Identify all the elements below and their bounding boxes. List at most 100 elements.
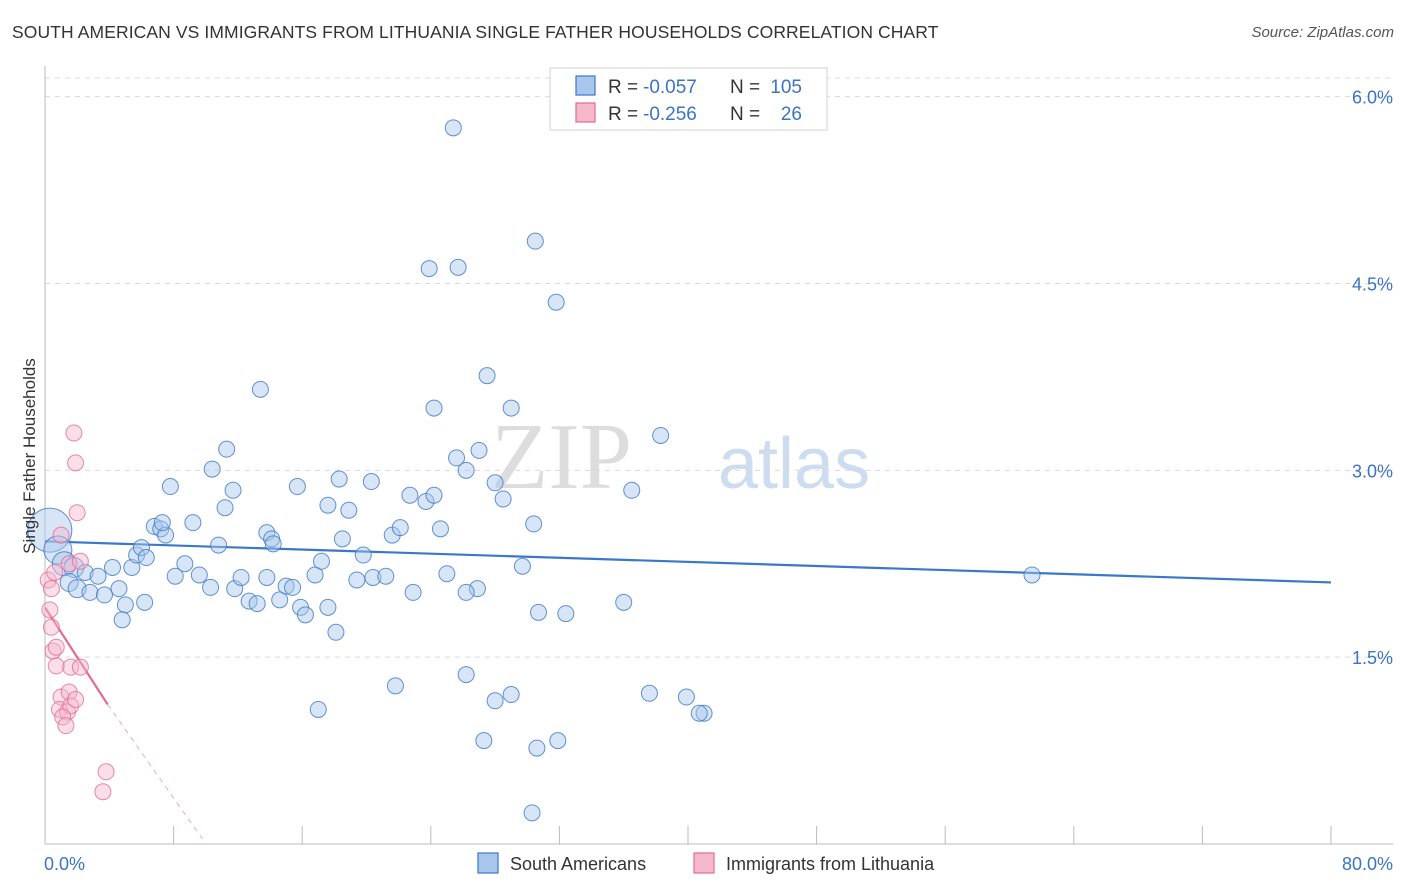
point-south-americans [354, 546, 372, 564]
point-south-americans [457, 461, 475, 479]
point-south-americans [449, 258, 467, 276]
point-south-americans [312, 552, 330, 570]
point-south-americans [502, 686, 520, 704]
point-south-americans [251, 380, 269, 398]
point-south-americans [340, 501, 358, 519]
point-south-americans [95, 586, 113, 604]
stats-r-value-2: -0.256 [643, 104, 697, 125]
point-south-americans [327, 623, 345, 641]
point-lithuania [47, 657, 65, 675]
point-south-americans [431, 520, 449, 538]
point-lithuania [68, 504, 86, 522]
point-lithuania [71, 552, 89, 570]
point-south-americans [640, 684, 658, 702]
point-lithuania [52, 526, 70, 544]
point-south-americans [288, 478, 306, 496]
watermark: ZIP atlas [491, 405, 870, 509]
grid-lines [45, 77, 1393, 658]
trend-lines [44, 540, 1332, 840]
y-tick-label: 3.0% [1352, 461, 1393, 481]
point-south-americans [224, 481, 242, 499]
point-south-americans [404, 583, 422, 601]
point-south-americans [530, 603, 548, 621]
point-south-americans [176, 555, 194, 573]
point-south-americans [132, 539, 150, 557]
point-south-americans [333, 530, 351, 548]
stats-n-label-1: N = [730, 77, 760, 98]
axis-ticks: 1.5% 3.0% 4.5% 6.0% 0.0% 80.0% [44, 88, 1393, 874]
point-south-americans [468, 580, 486, 598]
point-south-americans [615, 593, 633, 611]
point-south-americans [401, 486, 419, 504]
point-south-americans [218, 440, 236, 458]
x-tick-label: 0.0% [44, 854, 85, 874]
legend-label-lithuania: Immigrants from Lithuania [726, 854, 935, 874]
point-south-americans [444, 119, 462, 137]
point-south-americans [216, 499, 234, 517]
trend-line-south-americans [44, 540, 1332, 584]
stats-legend: R = -0.057 N = 105 R = -0.256 N = 26 [549, 67, 828, 131]
point-south-americans [76, 563, 94, 581]
data-points [27, 119, 1041, 822]
point-lithuania [94, 783, 112, 801]
point-south-americans [202, 578, 220, 596]
point-south-americans [695, 704, 713, 722]
point-south-americans [137, 549, 155, 567]
point-lithuania [67, 454, 85, 472]
point-south-americans [348, 571, 366, 589]
stats-n-value-2: 26 [781, 104, 802, 125]
stats-n-label-2: N = [730, 104, 760, 125]
point-south-americans [104, 558, 122, 576]
y-tick-label: 1.5% [1352, 648, 1393, 668]
point-lithuania [52, 688, 70, 706]
bottom-legend: South Americans Immigrants from Lithuani… [477, 852, 935, 874]
point-south-americans [523, 804, 541, 822]
legend-label-south-americans: South Americans [510, 854, 646, 874]
point-south-americans [277, 577, 295, 595]
point-south-americans [59, 572, 79, 592]
point-south-americans [184, 514, 202, 532]
point-south-americans [1023, 566, 1041, 584]
point-south-americans [425, 486, 443, 504]
axes [44, 66, 1393, 845]
point-south-americans [557, 605, 575, 623]
stats-swatch-blue [575, 75, 596, 96]
point-lithuania [71, 658, 89, 676]
point-lithuania [57, 717, 75, 735]
watermark-zip: ZIP [491, 405, 632, 509]
point-lithuania [65, 424, 83, 442]
point-south-americans [89, 567, 107, 585]
point-south-americans [525, 515, 543, 533]
point-south-americans [677, 688, 695, 706]
point-south-americans [271, 591, 289, 609]
point-south-americans [547, 293, 565, 311]
point-south-americans [284, 578, 302, 596]
point-south-americans [190, 566, 208, 584]
point-south-americans [161, 478, 179, 496]
point-south-americans [136, 593, 154, 611]
point-south-americans [425, 399, 443, 417]
point-south-americans [438, 565, 456, 583]
point-south-americans [486, 474, 504, 492]
point-south-americans [528, 739, 546, 757]
point-south-americans [470, 441, 488, 459]
point-south-americans [526, 232, 544, 250]
stats-n-value-1: 105 [770, 77, 802, 98]
point-south-americans [475, 732, 493, 750]
y-tick-label: 4.5% [1352, 275, 1393, 295]
point-south-americans [306, 566, 324, 584]
point-lithuania [47, 638, 65, 656]
point-south-americans [690, 704, 708, 722]
point-south-americans [377, 567, 395, 585]
point-south-americans [116, 596, 134, 614]
stats-r-label-2: R = [608, 104, 638, 125]
stats-swatch-pink [575, 102, 596, 123]
point-south-americans [457, 583, 475, 601]
point-south-americans [309, 700, 327, 718]
y-tick-label: 6.0% [1352, 88, 1393, 108]
trend-extension-lithuania [107, 704, 203, 840]
point-south-americans [448, 449, 466, 467]
point-south-americans [513, 557, 531, 575]
point-lithuania [62, 658, 80, 676]
